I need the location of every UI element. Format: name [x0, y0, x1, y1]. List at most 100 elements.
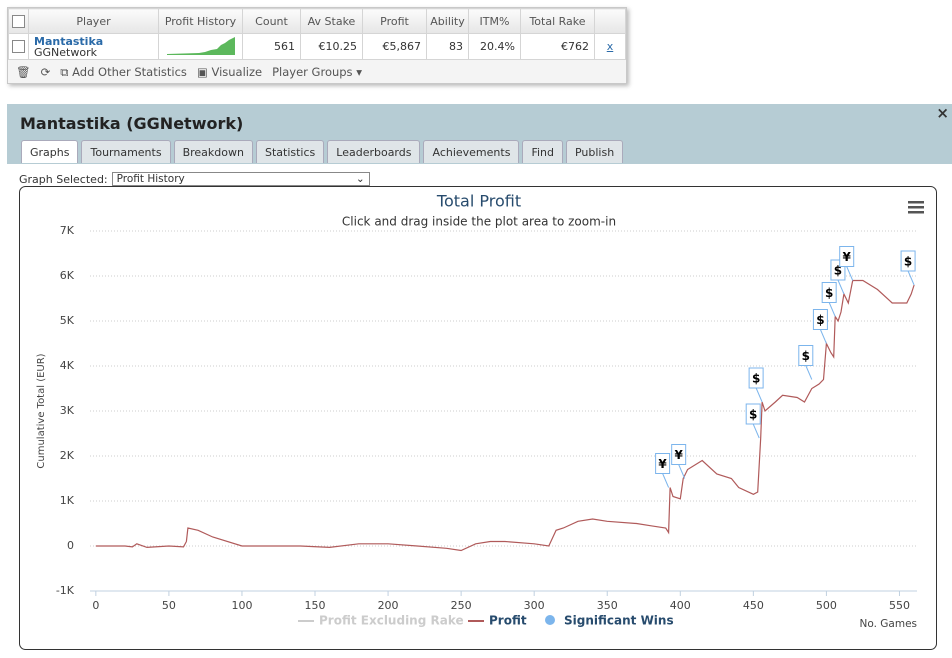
- flag-box: [748, 367, 764, 389]
- col-header[interactable]: Profit History: [158, 8, 243, 34]
- flag-pole: [828, 302, 836, 317]
- tab[interactable]: Tournaments: [81, 140, 171, 163]
- significant-win: $: [812, 309, 828, 344]
- flag-box: [671, 444, 687, 465]
- flag-label: $: [816, 313, 824, 327]
- flag-label: $: [752, 372, 760, 386]
- flag-box: [821, 282, 837, 303]
- significant-win: $: [745, 403, 761, 439]
- chart-subtitle: Click and drag inside the plot area to z…: [342, 215, 616, 229]
- total-rake: €762: [520, 33, 595, 60]
- visualize-button[interactable]: ▣ Visualize: [196, 65, 263, 79]
- flag-box: [839, 246, 855, 267]
- graph-label: Graph Selected:: [19, 172, 108, 186]
- legend-item[interactable]: Profit: [468, 614, 527, 628]
- stats-table: Player Profit History Count Av Stake Pro…: [8, 8, 626, 60]
- legend-label: Profit Excluding Rake: [319, 614, 464, 628]
- y-tick-label: 7K: [60, 224, 75, 237]
- x-tick-label: 350: [597, 599, 618, 612]
- flag-pole: [837, 279, 845, 295]
- chart-frame: [19, 186, 937, 650]
- significant-win: ¥: [671, 444, 687, 479]
- col-header: [594, 8, 626, 34]
- menu-icon[interactable]: [908, 201, 924, 214]
- legend-label: Significant Wins: [564, 614, 674, 628]
- close-button[interactable]: ×: [936, 104, 949, 122]
- significant-win: $: [798, 345, 814, 380]
- tab[interactable]: Leaderboards: [327, 140, 421, 163]
- tabs: Graphs Tournaments Breakdown Statistics Lead…: [21, 140, 624, 163]
- legend-symbol: [545, 615, 555, 625]
- graph-value: Profit History: [116, 173, 185, 185]
- col-header[interactable]: Total Rake: [520, 8, 595, 34]
- profit-line: [95, 279, 915, 552]
- y-axis-label: Cumulative Total (EUR): [36, 353, 47, 468]
- x-axis-label: No. Games: [860, 618, 918, 630]
- legend-item[interactable]: Significant Wins: [545, 614, 674, 628]
- legend-item[interactable]: Profit Excluding Rake: [298, 614, 464, 628]
- add-stats-label: Add Other Statistics: [72, 64, 187, 79]
- x-tick-label: 150: [305, 599, 326, 612]
- sparkline-svg: [167, 37, 235, 55]
- flag-box: [745, 403, 761, 425]
- flag-label: $: [802, 349, 810, 363]
- y-tick-label: 1K: [60, 494, 75, 507]
- header-checkbox[interactable]: [8, 8, 29, 34]
- y-tick-label: 4K: [60, 359, 75, 372]
- significant-win: ¥: [655, 453, 671, 488]
- network: GGNetwork: [34, 45, 97, 59]
- x-tick-label: 300: [524, 599, 545, 612]
- x-tick-label: 250: [451, 599, 472, 612]
- tab[interactable]: Publish: [565, 140, 624, 163]
- graph-select[interactable]: Profit History ⌄: [111, 172, 370, 186]
- remove-link[interactable]: x: [594, 33, 626, 60]
- add-stats-button[interactable]: ⧉ Add Other Statistics: [60, 64, 187, 79]
- delete-icon[interactable]: 🗑: [16, 65, 31, 79]
- y-tick-label: 3K: [60, 404, 75, 417]
- flag-label: ¥: [675, 448, 684, 462]
- groups-button[interactable]: Player Groups ▾: [272, 65, 362, 79]
- significant-win: $: [821, 282, 837, 317]
- flag-box: [798, 345, 814, 366]
- flag-label: $: [749, 408, 757, 422]
- col-header[interactable]: Ability: [426, 8, 469, 34]
- col-header[interactable]: Av Stake: [300, 8, 363, 34]
- flag-label: $: [825, 286, 833, 300]
- x-tick-label: 200: [378, 599, 399, 612]
- flag-pole: [907, 270, 915, 286]
- col-header[interactable]: Count: [242, 8, 301, 34]
- row-checkbox[interactable]: [8, 33, 29, 60]
- col-header[interactable]: ITM%: [468, 8, 521, 34]
- tab[interactable]: Breakdown: [173, 140, 253, 163]
- refresh-icon[interactable]: ⟳: [40, 65, 51, 79]
- y-tick-label: -1K: [56, 584, 75, 597]
- av-stake: €10.25: [300, 33, 363, 60]
- tab[interactable]: Find: [522, 140, 563, 163]
- significant-win: ¥: [839, 246, 855, 281]
- legend-label: Profit: [489, 614, 527, 628]
- flag-pole: [678, 464, 686, 479]
- tab[interactable]: Achievements: [423, 140, 520, 163]
- player-link[interactable]: Mantastika: [34, 34, 104, 48]
- flag-pole: [819, 329, 827, 344]
- panel-title: Mantastika (GGNetwork): [20, 114, 244, 133]
- col-header[interactable]: Profit: [362, 8, 427, 34]
- y-tick-label: 2K: [60, 449, 75, 462]
- flag-label: $: [904, 255, 912, 269]
- toolbar: 🗑 ⟳ ⧉ Add Other Statistics ▣ Visualize Pl…: [8, 60, 626, 84]
- flag-box: [900, 250, 916, 272]
- groups-label: Player Groups: [272, 65, 353, 79]
- flag-pole: [805, 365, 813, 380]
- significant-win: $: [900, 250, 916, 286]
- tab[interactable]: Graphs: [21, 140, 79, 163]
- col-header[interactable]: Player: [28, 8, 159, 34]
- flag-box: [655, 453, 671, 474]
- stats-widget: Player Profit History Count Av Stake Pro…: [7, 7, 627, 84]
- flag-pole: [752, 423, 760, 439]
- tab[interactable]: Statistics: [255, 140, 325, 163]
- flag-pole: [846, 266, 854, 281]
- player-row: Mantastika GGNetwork 561 €10.25 €5,867 83…: [8, 33, 626, 60]
- sparkline-area: [167, 37, 235, 55]
- chart: Total Profit Click and drag inside the p…: [19, 186, 937, 650]
